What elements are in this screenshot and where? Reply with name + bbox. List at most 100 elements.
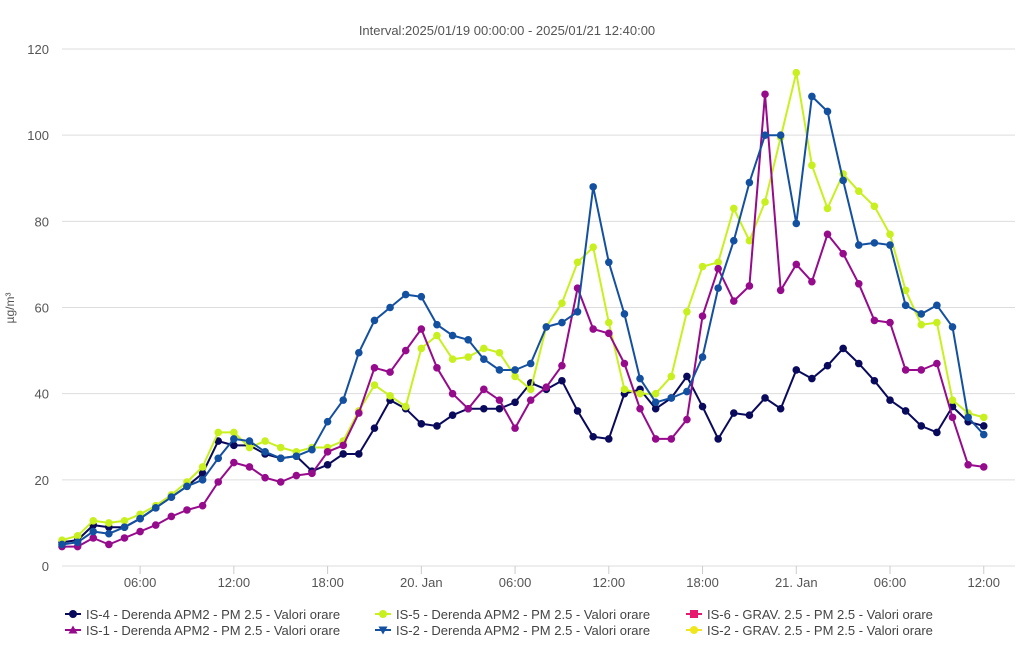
data-point [698, 262, 707, 271]
data-point [870, 239, 879, 247]
data-point [823, 107, 832, 116]
data-point [214, 437, 223, 445]
legend-item[interactable]: IS-6 - GRAV. 2.5 - PM 2.5 - Valori orare [686, 607, 933, 622]
data-point [245, 463, 254, 471]
data-point [308, 445, 316, 454]
data-point [339, 450, 348, 458]
data-point [105, 529, 113, 538]
data-point [714, 435, 722, 443]
data-point [558, 361, 566, 370]
data-point [401, 346, 410, 355]
data-point [698, 353, 707, 361]
data-point [261, 437, 269, 445]
series-4 [58, 90, 988, 551]
data-point [511, 398, 519, 407]
y-tick-label: 20 [35, 473, 49, 488]
data-point [136, 514, 144, 523]
series-group [58, 68, 988, 551]
data-point [776, 131, 785, 139]
series-5 [58, 92, 988, 549]
data-point [698, 402, 707, 411]
legend-item[interactable]: IS-2 - Derenda APM2 - PM 2.5 - Valori or… [375, 623, 650, 638]
data-point [120, 523, 129, 532]
data-point [933, 359, 941, 368]
data-point [651, 404, 660, 413]
data-point [792, 260, 801, 269]
data-point [355, 409, 363, 417]
data-point [292, 471, 301, 480]
data-point [448, 331, 457, 340]
data-point [558, 318, 566, 327]
data-point [854, 241, 863, 249]
legend-item[interactable]: IS-5 - Derenda APM2 - PM 2.5 - Valori or… [375, 607, 650, 622]
data-point [151, 521, 160, 529]
data-point [292, 452, 301, 460]
legend-item[interactable]: IS-4 - Derenda APM2 - PM 2.5 - Valori or… [65, 607, 340, 622]
data-point [901, 366, 910, 374]
data-point [979, 413, 988, 422]
data-point [745, 178, 754, 187]
data-point [558, 299, 566, 307]
data-point [89, 534, 98, 542]
data-point [448, 389, 457, 398]
data-point [729, 409, 738, 417]
legend[interactable]: IS-4 - Derenda APM2 - PM 2.5 - Valori or… [65, 607, 933, 638]
data-point [714, 258, 722, 267]
data-point [605, 258, 613, 267]
data-point [214, 454, 223, 463]
data-point [854, 359, 863, 368]
data-point [183, 482, 191, 491]
data-point [464, 353, 472, 361]
data-point [792, 68, 801, 77]
data-point [636, 389, 644, 398]
data-point [89, 527, 98, 536]
data-point [542, 383, 551, 392]
data-point [401, 402, 410, 411]
data-point [167, 512, 176, 521]
data-point [636, 374, 644, 383]
data-point [948, 323, 957, 331]
y-tick-label: 120 [27, 42, 49, 57]
data-point [214, 428, 223, 437]
data-point [761, 90, 769, 99]
data-point [370, 424, 379, 432]
data-point [901, 407, 910, 415]
data-point [651, 398, 660, 407]
legend-item[interactable]: IS-2 - GRAV. 2.5 - PM 2.5 - Valori orare [686, 623, 933, 638]
data-point [620, 310, 629, 318]
data-point [464, 404, 472, 413]
data-point [105, 540, 113, 549]
data-point [542, 323, 551, 331]
data-point [698, 312, 707, 320]
data-point [823, 204, 832, 213]
data-point [401, 290, 410, 299]
data-point [573, 258, 582, 267]
legend-marker [378, 626, 388, 635]
y-tick-label: 80 [35, 214, 49, 229]
data-point [339, 441, 348, 450]
data-point [729, 236, 738, 245]
data-point [917, 320, 926, 329]
legend-marker [69, 610, 77, 618]
legend-label: IS-5 - Derenda APM2 - PM 2.5 - Valori or… [396, 607, 650, 622]
data-point [917, 366, 926, 374]
data-point [964, 413, 972, 422]
data-point [448, 355, 457, 364]
data-point [620, 359, 629, 368]
series-line [61, 347, 985, 544]
legend-item[interactable]: IS-1 - Derenda APM2 - PM 2.5 - Valori or… [65, 623, 340, 638]
data-point [714, 284, 722, 292]
data-point [589, 183, 597, 191]
data-point [808, 374, 816, 383]
data-point [886, 230, 894, 239]
data-point [73, 538, 82, 547]
data-point [120, 534, 129, 542]
data-point [308, 469, 316, 478]
data-point [198, 501, 207, 510]
x-tick-label: 12:00 [218, 575, 251, 590]
legend-marker [690, 610, 698, 618]
data-point [823, 361, 832, 370]
data-point [667, 435, 676, 443]
